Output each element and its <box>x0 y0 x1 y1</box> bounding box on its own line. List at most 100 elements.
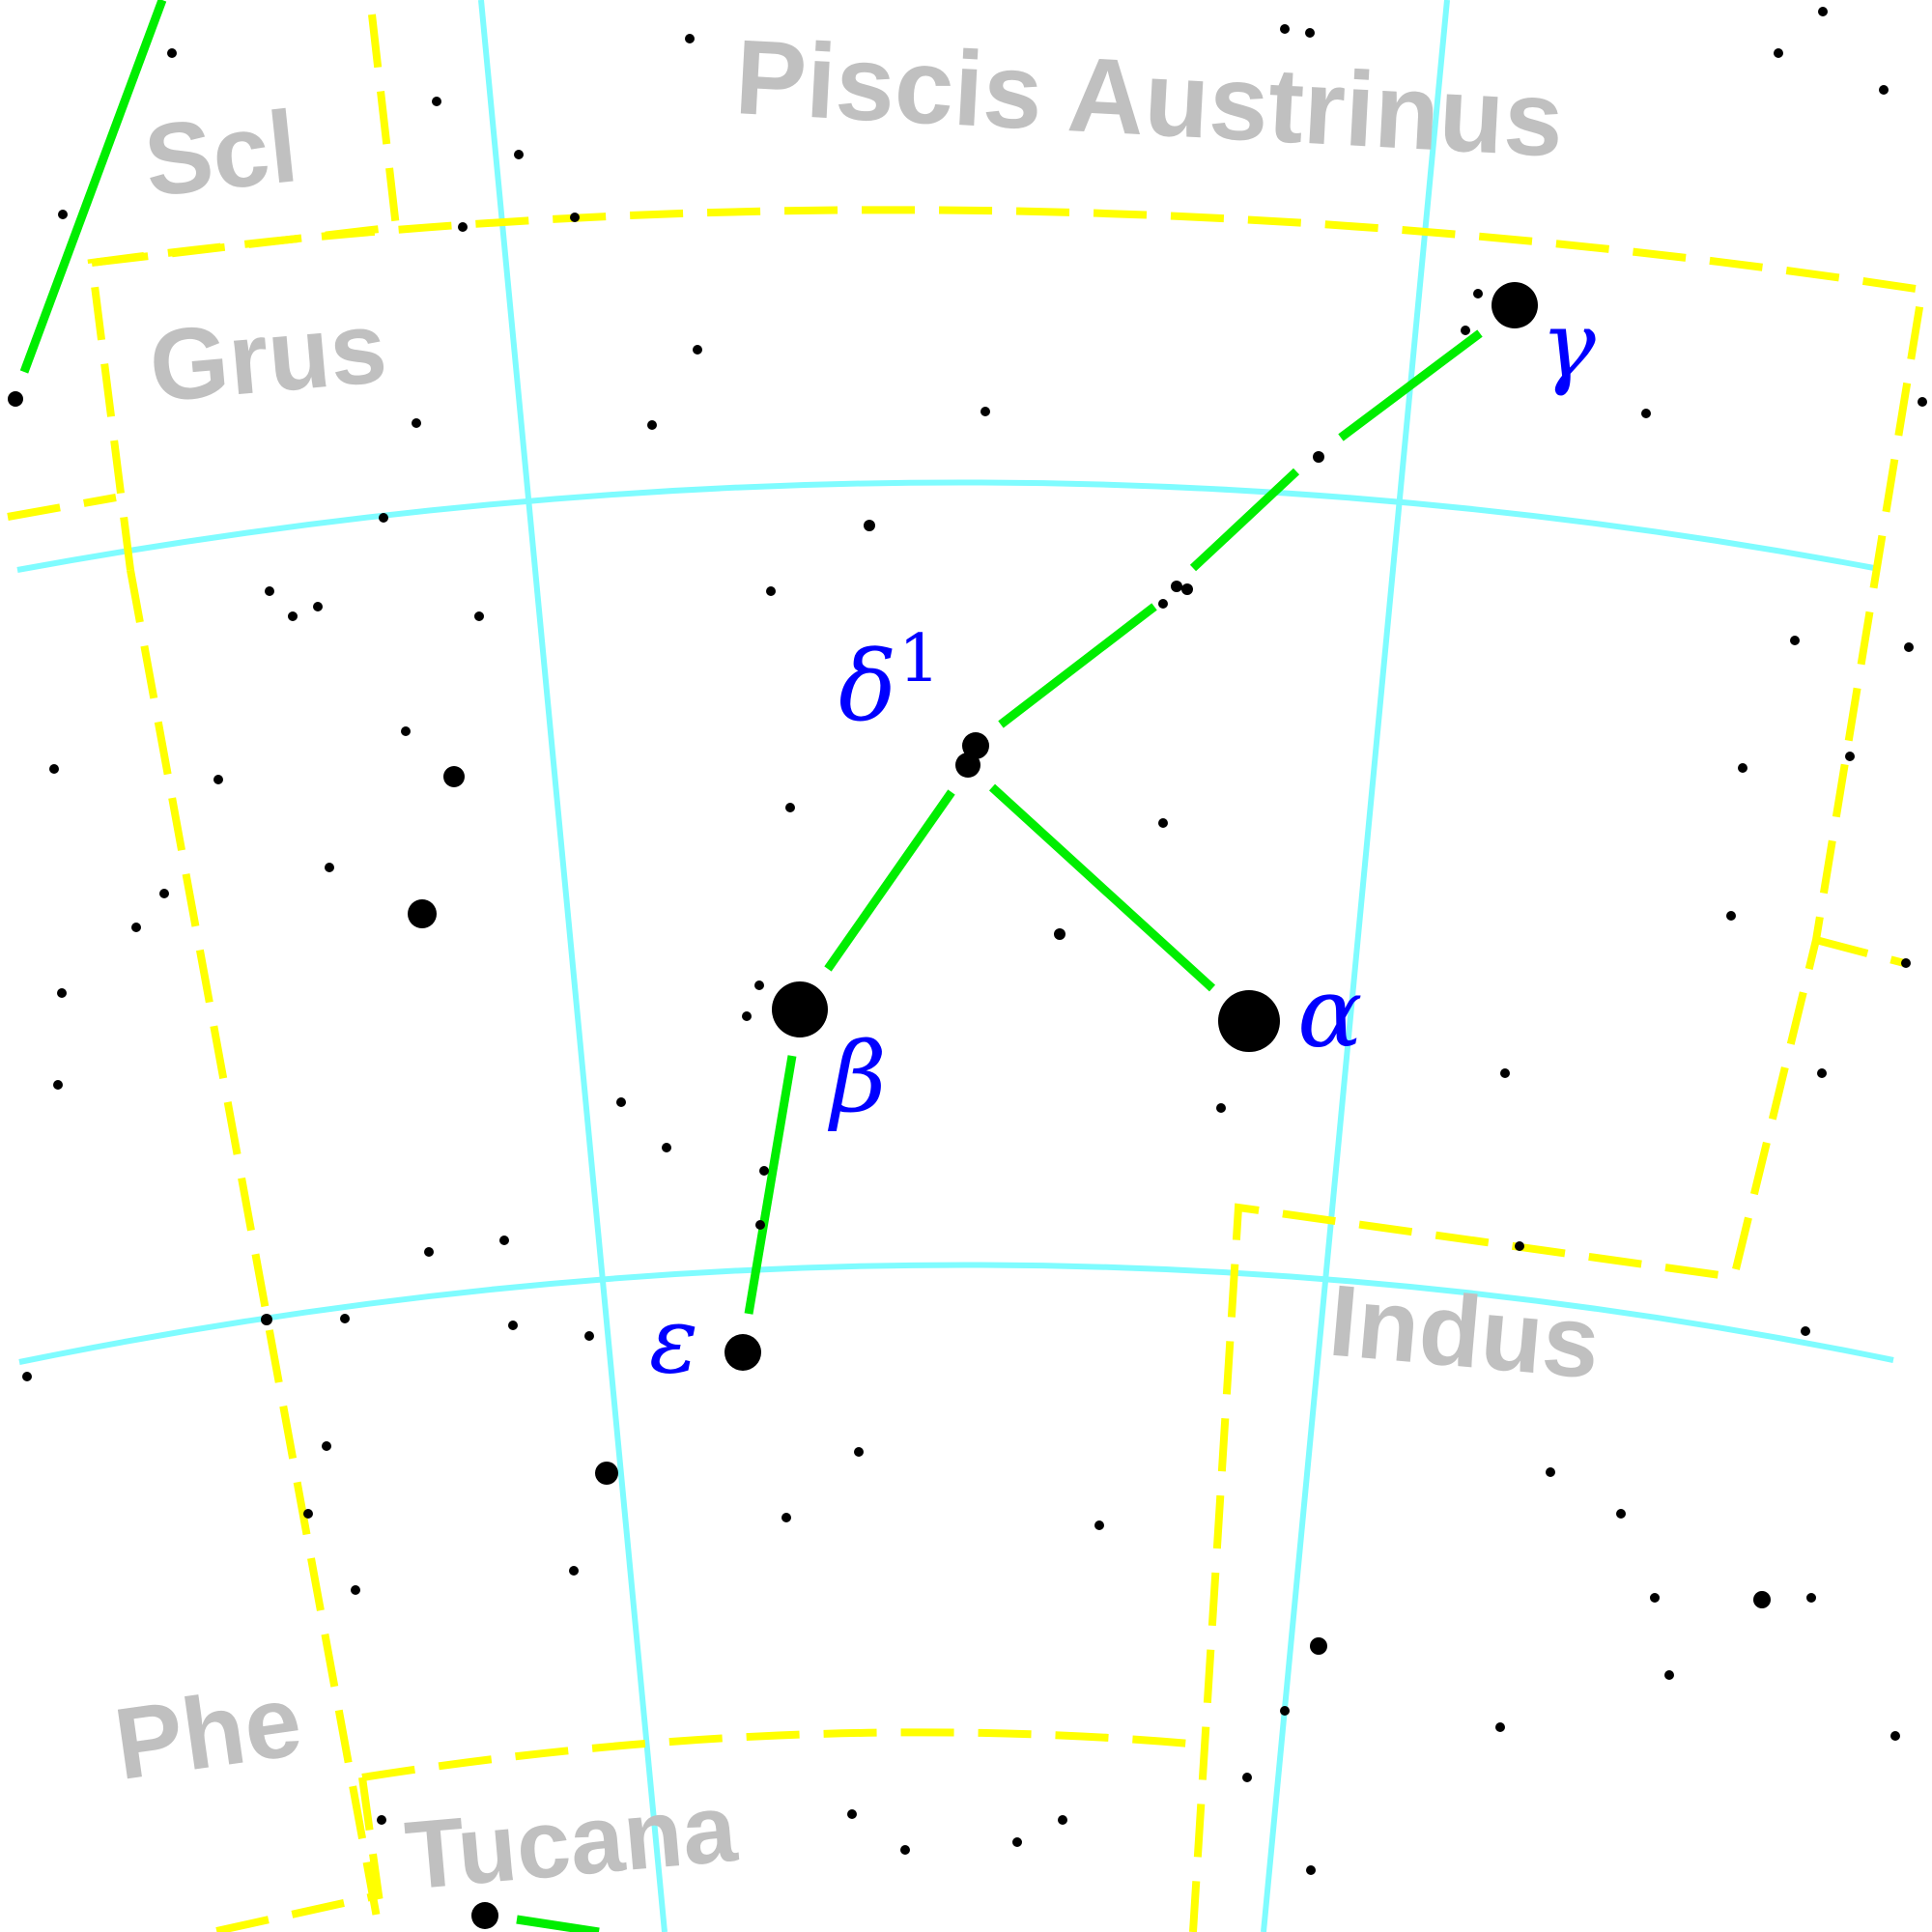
star <box>569 1566 579 1576</box>
star <box>424 1247 434 1257</box>
star <box>1918 397 1927 407</box>
label-indus: Indus <box>1324 1264 1604 1401</box>
grid-parallel-upper <box>16 479 1875 573</box>
star <box>412 418 421 428</box>
boundary-tucana <box>361 1728 1191 1781</box>
star <box>584 1331 594 1341</box>
star <box>401 726 411 736</box>
star <box>1242 1773 1252 1782</box>
star <box>53 1080 63 1090</box>
figure-line-delta-alpha <box>988 783 1216 992</box>
star <box>1901 958 1911 968</box>
star <box>1616 1509 1626 1519</box>
star <box>1461 326 1470 335</box>
star <box>167 48 177 58</box>
star <box>213 775 223 784</box>
star <box>1473 289 1483 298</box>
star <box>265 586 274 596</box>
coordinate-grid <box>16 0 1894 1932</box>
star <box>755 1220 765 1230</box>
star <box>288 611 298 621</box>
star <box>693 345 702 355</box>
star-delta1 <box>962 732 989 759</box>
star-designations: γ δ 1 α β ε <box>649 293 1596 1394</box>
star <box>662 1143 671 1152</box>
star <box>1753 1591 1771 1608</box>
star <box>616 1097 626 1107</box>
star <box>471 1902 498 1929</box>
star <box>340 1314 350 1323</box>
star <box>377 1815 386 1825</box>
label-scl: Scl <box>139 90 302 218</box>
star <box>1305 28 1315 38</box>
star <box>1306 1865 1316 1875</box>
star <box>379 513 388 523</box>
star <box>1158 599 1168 609</box>
star <box>864 520 875 531</box>
star <box>1818 7 1828 16</box>
star <box>766 586 776 596</box>
star-delta2 <box>955 753 980 778</box>
figure-line-gamma-delta <box>998 329 1483 728</box>
star <box>1280 24 1290 34</box>
boundary-scl <box>91 14 401 267</box>
label-delta-superscript: 1 <box>898 621 940 697</box>
figure-line-tucana <box>516 1915 600 1932</box>
label-gamma: γ <box>1541 293 1596 399</box>
star <box>1650 1593 1660 1603</box>
grid-meridian-left <box>478 0 668 1932</box>
star <box>508 1321 518 1330</box>
boundary-scl-west <box>7 494 117 521</box>
star <box>1181 583 1193 595</box>
star <box>1879 85 1889 95</box>
star <box>57 988 67 998</box>
star-beta <box>772 981 828 1037</box>
star <box>458 222 468 232</box>
star <box>595 1462 618 1485</box>
star <box>1094 1520 1104 1530</box>
star <box>8 391 23 407</box>
star <box>1495 1722 1505 1732</box>
star <box>900 1845 910 1855</box>
star <box>1310 1637 1327 1655</box>
star <box>1774 48 1783 58</box>
star <box>1515 1241 1524 1251</box>
constellation-boundaries <box>7 14 1927 1932</box>
star <box>1664 1670 1674 1680</box>
stars-layer <box>8 7 1927 1929</box>
star-alpha <box>1218 990 1280 1052</box>
star <box>1790 636 1800 645</box>
star <box>754 980 764 990</box>
label-epsilon: ε <box>649 1288 698 1394</box>
star <box>1313 451 1324 463</box>
star-epsilon <box>724 1334 761 1371</box>
star <box>1817 1068 1827 1078</box>
label-delta: δ <box>838 630 896 743</box>
star <box>1216 1103 1226 1113</box>
constellation-figure <box>19 0 1483 1932</box>
star <box>1171 581 1182 592</box>
star <box>1012 1837 1022 1847</box>
star <box>1726 911 1736 921</box>
star <box>1845 752 1855 761</box>
star <box>1054 928 1065 940</box>
star <box>159 889 169 898</box>
star <box>351 1585 360 1595</box>
star <box>1801 1326 1810 1336</box>
boundary-tucana-west <box>212 1776 384 1932</box>
label-beta: β <box>827 1021 887 1134</box>
star <box>131 923 141 932</box>
star <box>1546 1467 1555 1477</box>
star <box>1280 1706 1290 1716</box>
star <box>570 213 580 222</box>
star <box>1641 409 1651 418</box>
star <box>854 1447 864 1457</box>
star <box>325 863 334 872</box>
star <box>1738 763 1747 773</box>
label-phe: Phe <box>108 1663 308 1802</box>
star <box>261 1314 272 1325</box>
star <box>980 407 990 416</box>
star <box>408 899 437 928</box>
